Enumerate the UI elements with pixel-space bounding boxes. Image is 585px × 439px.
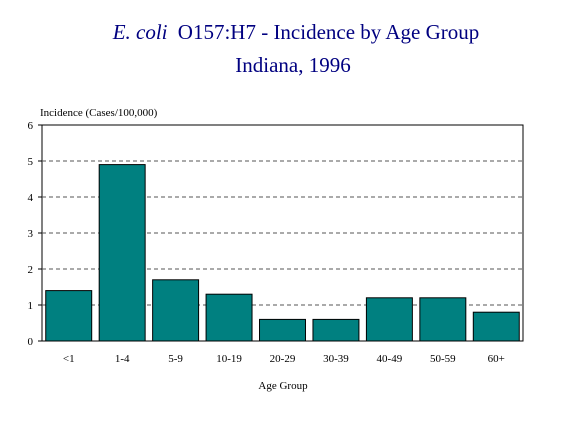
bar-1 — [98, 164, 146, 342]
x-tick-label-5: 30-39 — [323, 353, 349, 365]
bar-4 — [259, 318, 306, 342]
x-tick-label-2: 5-9 — [168, 353, 183, 365]
chart-title: E. coli O157:H7 - Incidence by Age Group — [112, 20, 480, 44]
bar-0 — [45, 290, 93, 342]
chart-title-rest: O157:H7 - Incidence by Age Group — [178, 20, 480, 44]
y-tick-label-0: 0 — [28, 336, 34, 348]
chart-title-italic: E. coli — [112, 20, 168, 44]
x-tick-label-8: 60+ — [488, 353, 505, 365]
y-tick-label-4: 4 — [28, 192, 34, 204]
y-tick-label-3: 3 — [28, 228, 34, 240]
bar-3 — [205, 293, 253, 342]
y-tick-label-2: 2 — [28, 264, 34, 276]
y-tick-labels: 0 1 2 3 4 5 6 — [28, 120, 42, 348]
x-tick-label-1: 1-4 — [115, 353, 130, 365]
x-axis-label: Age Group — [258, 380, 308, 392]
x-tick-label-6: 40-49 — [377, 353, 403, 365]
bar-8 — [472, 311, 520, 342]
y-tick-label-6: 6 — [28, 120, 34, 132]
chart-subtitle: Indiana, 1996 — [235, 53, 350, 77]
x-tick-label-3: 10-19 — [216, 353, 242, 365]
y-tick-label-1: 1 — [28, 300, 34, 312]
y-axis-label: Incidence (Cases/100,000) — [40, 107, 158, 119]
bar-6 — [365, 297, 413, 342]
x-tick-label-4: 20-29 — [270, 353, 296, 365]
y-tick-label-5: 5 — [28, 156, 34, 168]
bar-7 — [419, 297, 467, 342]
bar-5 — [312, 318, 360, 342]
bars — [45, 164, 520, 342]
bar-2 — [152, 279, 200, 342]
x-tick-label-0: <1 — [63, 353, 75, 365]
x-tick-label-7: 50-59 — [430, 353, 456, 365]
x-tick-labels: <1 1-4 5-9 10-19 20-29 30-39 40-49 50-59 60+ — [63, 353, 505, 365]
